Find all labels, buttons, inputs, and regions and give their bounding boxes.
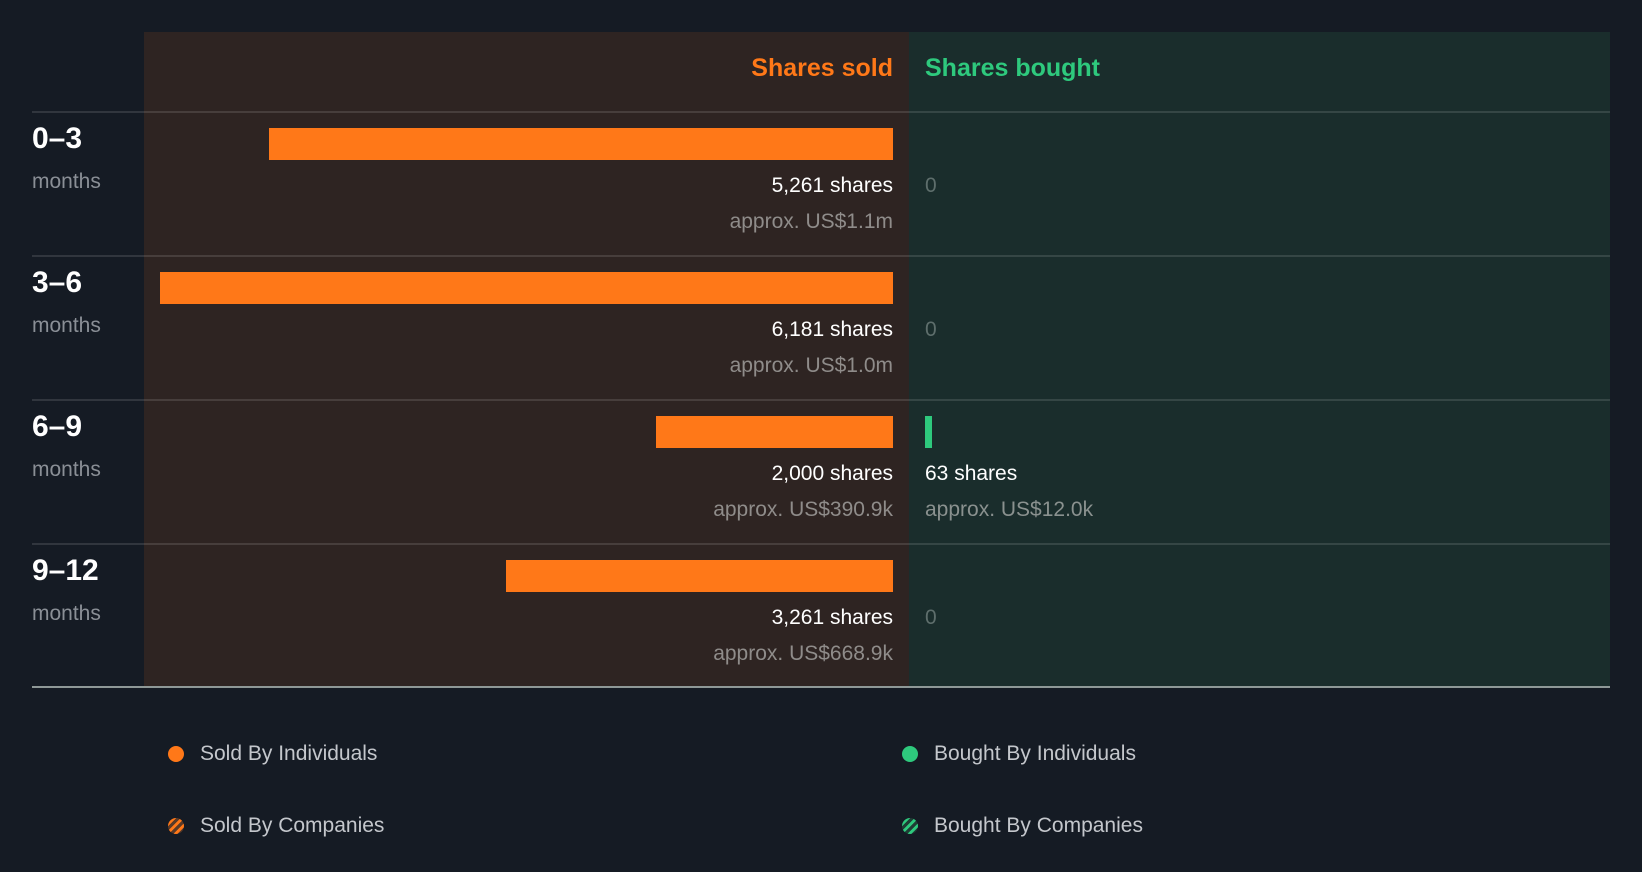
orange-striped-dot-icon (168, 818, 184, 834)
chart-baseline (32, 686, 1610, 688)
period-unit: months (32, 314, 101, 337)
sold-usd-value: approx. US$1.1m (729, 210, 893, 233)
sold-shares-value: 5,261 shares (771, 174, 893, 197)
legend-sold-individuals[interactable]: Sold By Individuals (168, 742, 377, 766)
period-unit: months (32, 602, 101, 625)
period-label: 6–9 (32, 410, 83, 443)
legend-sold-companies[interactable]: Sold By Companies (168, 814, 384, 838)
bought-shares-value: 0 (925, 606, 937, 629)
bought-bar[interactable] (925, 416, 932, 448)
sold-bar[interactable] (269, 128, 893, 160)
row-divider (32, 111, 1610, 113)
orange-dot-icon (168, 746, 184, 762)
sold-usd-value: approx. US$1.0m (729, 354, 893, 377)
sold-shares-value: 2,000 shares (771, 462, 893, 485)
period-label: 0–3 (32, 122, 83, 155)
bought-usd-value: approx. US$12.0k (925, 498, 1094, 521)
sold-bar[interactable] (506, 560, 893, 592)
row-divider (32, 399, 1610, 401)
green-dot-icon (902, 746, 918, 762)
bought-shares-value: 0 (925, 174, 937, 197)
green-striped-dot-icon (902, 818, 918, 834)
period-unit: months (32, 170, 101, 193)
legend-bought-individuals[interactable]: Bought By Individuals (902, 742, 1136, 766)
period-row-3-6: 3–6 months 6,181 shares approx. US$1.0m … (0, 256, 1642, 400)
period-label: 9–12 (32, 554, 99, 587)
bought-shares-value: 0 (925, 318, 937, 341)
legend-bought-companies[interactable]: Bought By Companies (902, 814, 1143, 838)
period-label: 3–6 (32, 266, 83, 299)
sold-shares-value: 3,261 shares (771, 606, 893, 629)
bought-shares-value: 63 shares (925, 462, 1018, 485)
legend-label: Sold By Individuals (200, 742, 378, 765)
period-row-0-3: 0–3 months 5,261 shares approx. US$1.1m … (0, 112, 1642, 256)
period-row-9-12: 9–12 months 3,261 shares approx. US$668.… (0, 544, 1642, 688)
sold-bar[interactable] (656, 416, 893, 448)
row-divider (32, 255, 1610, 257)
period-unit: months (32, 458, 101, 481)
shares-bought-panel (909, 32, 1610, 687)
shares-sold-header: Shares sold (751, 54, 893, 82)
legend-label: Bought By Companies (934, 814, 1143, 837)
legend-label: Bought By Individuals (934, 742, 1136, 765)
sold-shares-value: 6,181 shares (771, 318, 893, 341)
legend-label: Sold By Companies (200, 814, 385, 837)
sold-usd-value: approx. US$390.9k (713, 498, 893, 521)
sold-bar[interactable] (160, 272, 893, 304)
sold-usd-value: approx. US$668.9k (713, 642, 893, 665)
shares-bought-header: Shares bought (925, 54, 1101, 82)
row-divider (32, 543, 1610, 545)
period-row-6-9: 6–9 months 2,000 shares approx. US$390.9… (0, 400, 1642, 544)
